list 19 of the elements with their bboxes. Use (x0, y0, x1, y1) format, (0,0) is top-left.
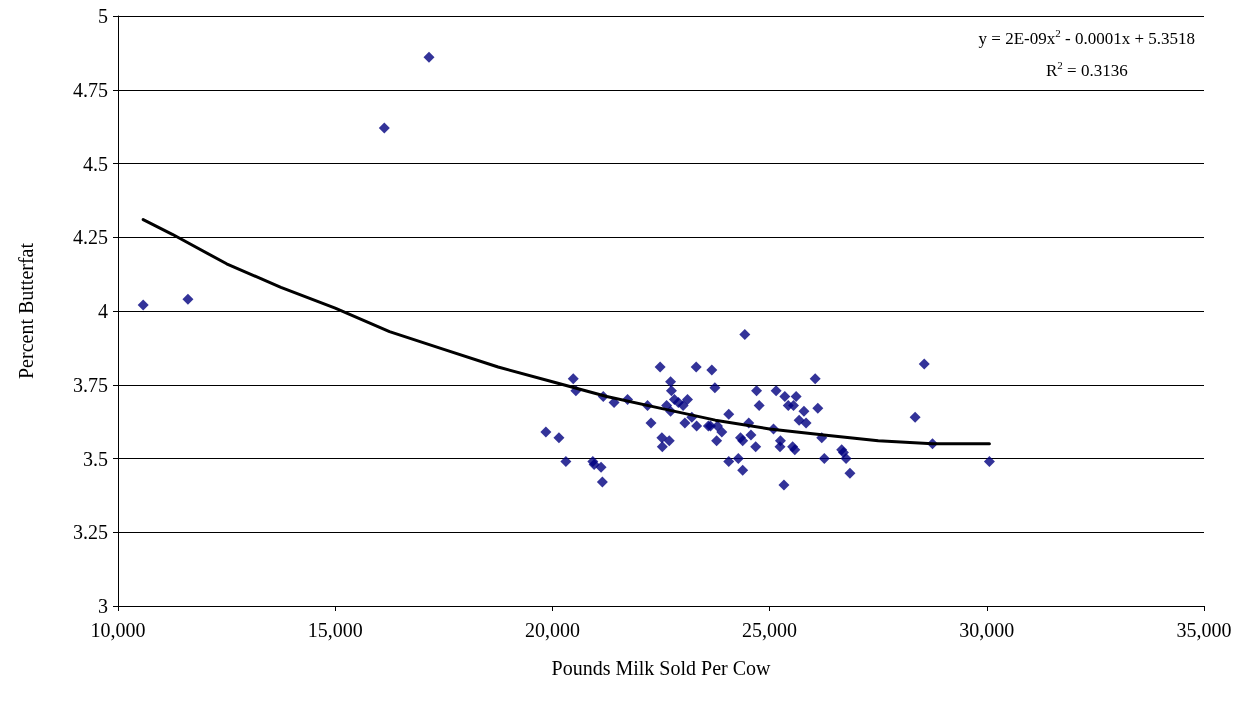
x-tick-label: 30,000 (959, 619, 1015, 641)
y-axis-title: Percent Butterfat (15, 242, 37, 380)
annotation: y = 2E-09x$^{2}$ - 0.0001x + 5.3518 (978, 26, 1195, 50)
x-tick-label: 20,000 (524, 619, 580, 641)
y-tick-label: 3.75 (73, 373, 108, 396)
x-axis-title: Pounds Milk Sold Per Cow (551, 657, 772, 679)
x-tick-label: 35,000 (1176, 619, 1232, 641)
y-tick-label: 3.25 (73, 521, 108, 544)
y-tick-label: 3.5 (83, 447, 108, 470)
x-tick-label: 25,000 (742, 619, 798, 641)
annotation: R$^{2}$ = 0.3136 (1044, 57, 1129, 82)
y-tick-label: 3 (98, 595, 108, 617)
y-tick-label: 4.5 (83, 152, 108, 175)
y-tick-label: 4.25 (73, 226, 108, 249)
y-tick-label: 5 (98, 5, 108, 27)
x-tick-label: 10,000 (90, 619, 146, 641)
x-tick-label: 15,000 (307, 619, 363, 641)
y-tick-label: 4 (98, 300, 108, 322)
y-tick-label: 4.75 (73, 78, 108, 101)
